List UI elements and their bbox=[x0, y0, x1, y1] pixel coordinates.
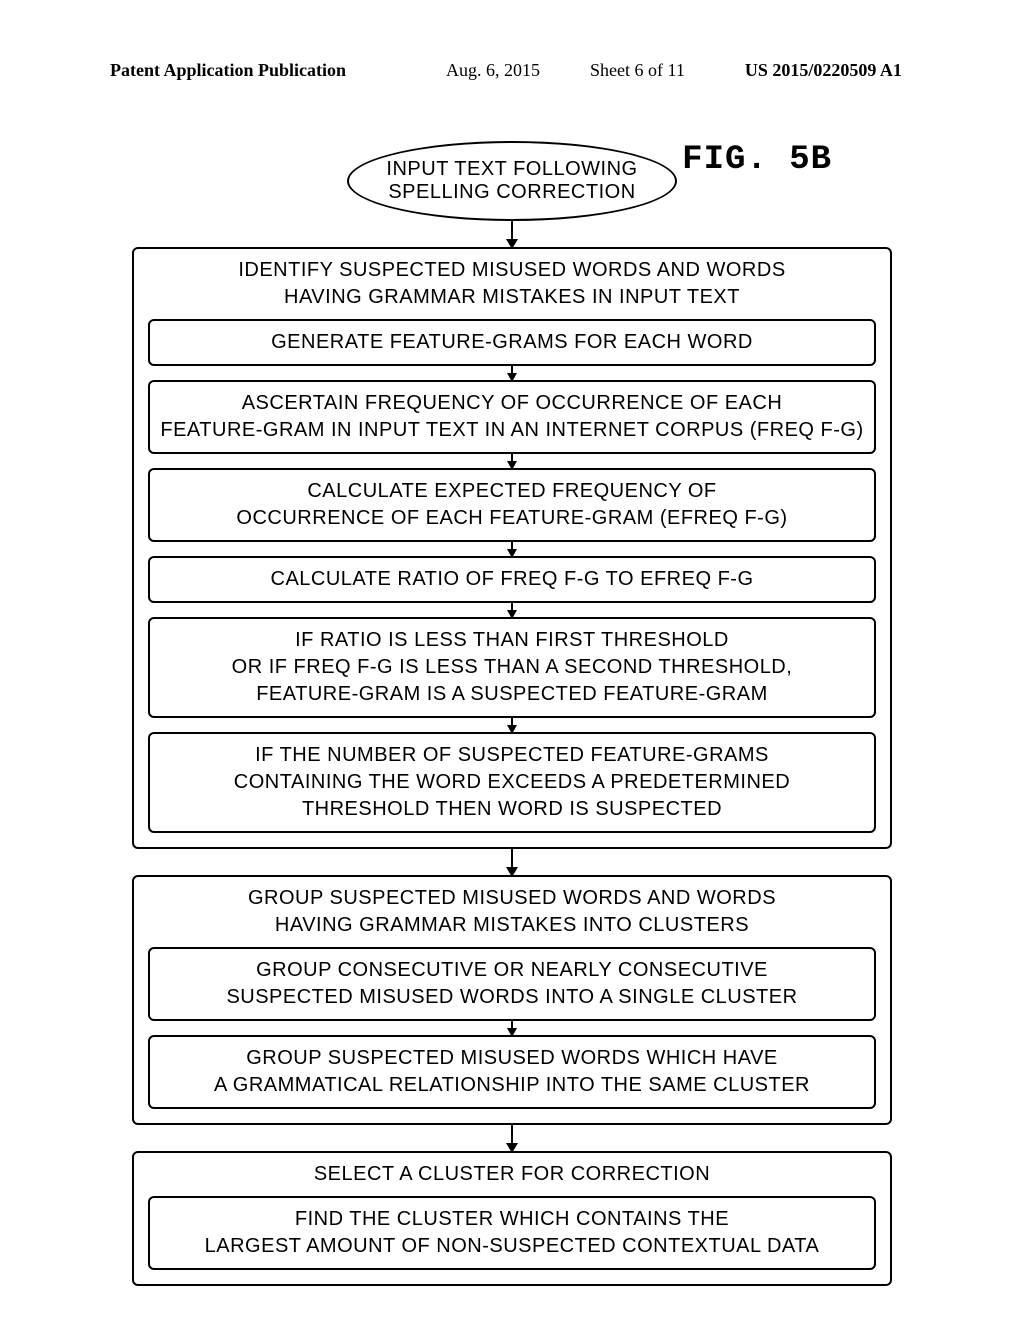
group-step1-l2: SUSPECTED MISUSED WORDS INTO A SINGLE CL… bbox=[160, 984, 864, 1011]
group-title-l2: HAVING GRAMMAR MISTAKES INTO CLUSTERS bbox=[248, 912, 776, 939]
arrow-icon bbox=[511, 718, 513, 732]
identify-step3-l2: OCCURRENCE OF EACH FEATURE-GRAM (EFREQ F… bbox=[160, 505, 864, 532]
group-step2: GROUP SUSPECTED MISUSED WORDS WHICH HAVE… bbox=[148, 1035, 876, 1109]
identify-step6-l1: IF THE NUMBER OF SUSPECTED FEATURE-GRAMS bbox=[160, 742, 864, 769]
select-step1-l1: FIND THE CLUSTER WHICH CONTAINS THE bbox=[160, 1206, 864, 1233]
identify-step3: CALCULATE EXPECTED FREQUENCY OF OCCURREN… bbox=[148, 468, 876, 542]
group-title-l1: GROUP SUSPECTED MISUSED WORDS AND WORDS bbox=[248, 885, 776, 912]
arrow-icon bbox=[511, 849, 513, 875]
identify-title-l2: HAVING GRAMMAR MISTAKES IN INPUT TEXT bbox=[238, 284, 785, 311]
group-block: GROUP SUSPECTED MISUSED WORDS AND WORDS … bbox=[132, 875, 892, 1125]
header-sheet: Sheet 6 of 11 bbox=[590, 60, 685, 81]
identify-title-l1: IDENTIFY SUSPECTED MISUSED WORDS AND WOR… bbox=[238, 257, 785, 284]
header-publication: Patent Application Publication bbox=[110, 60, 346, 81]
identify-step2-l2: FEATURE-GRAM IN INPUT TEXT IN AN INTERNE… bbox=[160, 417, 864, 444]
group-step2-l1: GROUP SUSPECTED MISUSED WORDS WHICH HAVE bbox=[160, 1045, 864, 1072]
select-step1-l2: LARGEST AMOUNT OF NON-SUSPECTED CONTEXTU… bbox=[160, 1233, 864, 1260]
arrow-icon bbox=[511, 1021, 513, 1035]
start-line1: INPUT TEXT FOLLOWING bbox=[386, 158, 637, 181]
identify-step2-l1: ASCERTAIN FREQUENCY OF OCCURRENCE OF EAC… bbox=[160, 390, 864, 417]
arrow-icon bbox=[511, 603, 513, 617]
group-title: GROUP SUSPECTED MISUSED WORDS AND WORDS … bbox=[248, 885, 776, 939]
identify-step4: CALCULATE RATIO OF FREQ F-G TO EFREQ F-G bbox=[148, 556, 876, 603]
select-block: SELECT A CLUSTER FOR CORRECTION FIND THE… bbox=[132, 1151, 892, 1286]
identify-step5: IF RATIO IS LESS THAN FIRST THRESHOLD OR… bbox=[148, 617, 876, 718]
identify-step6-l3: THRESHOLD THEN WORD IS SUSPECTED bbox=[160, 796, 864, 823]
group-step2-l2: A GRAMMATICAL RELATIONSHIP INTO THE SAME… bbox=[160, 1072, 864, 1099]
identify-step1: GENERATE FEATURE-GRAMS FOR EACH WORD bbox=[148, 319, 876, 366]
arrow-icon bbox=[511, 1125, 513, 1151]
identify-step6-l2: CONTAINING THE WORD EXCEEDS A PREDETERMI… bbox=[160, 769, 864, 796]
figure-area: FIG. 5B INPUT TEXT FOLLOWING SPELLING CO… bbox=[132, 141, 892, 1286]
arrow-icon bbox=[511, 221, 513, 247]
identify-step5-l1: IF RATIO IS LESS THAN FIRST THRESHOLD bbox=[160, 627, 864, 654]
arrow-icon bbox=[511, 454, 513, 468]
start-line2: SPELLING CORRECTION bbox=[388, 181, 635, 204]
identify-step2: ASCERTAIN FREQUENCY OF OCCURRENCE OF EAC… bbox=[148, 380, 876, 454]
identify-block: IDENTIFY SUSPECTED MISUSED WORDS AND WOR… bbox=[132, 247, 892, 849]
header-date: Aug. 6, 2015 bbox=[446, 60, 540, 81]
identify-step3-l1: CALCULATE EXPECTED FREQUENCY OF bbox=[160, 478, 864, 505]
identify-step5-l2: OR IF FREQ F-G IS LESS THAN A SECOND THR… bbox=[160, 654, 864, 681]
select-step1: FIND THE CLUSTER WHICH CONTAINS THE LARG… bbox=[148, 1196, 876, 1270]
figure-label: FIG. 5B bbox=[682, 141, 832, 179]
start-node: INPUT TEXT FOLLOWING SPELLING CORRECTION bbox=[347, 141, 677, 221]
group-step1-l1: GROUP CONSECUTIVE OR NEARLY CONSECUTIVE bbox=[160, 957, 864, 984]
identify-step6: IF THE NUMBER OF SUSPECTED FEATURE-GRAMS… bbox=[148, 732, 876, 833]
select-title: SELECT A CLUSTER FOR CORRECTION bbox=[314, 1161, 710, 1188]
group-step1: GROUP CONSECUTIVE OR NEARLY CONSECUTIVE … bbox=[148, 947, 876, 1021]
identify-step5-l3: FEATURE-GRAM IS A SUSPECTED FEATURE-GRAM bbox=[160, 681, 864, 708]
header-number: US 2015/0220509 A1 bbox=[745, 60, 902, 81]
arrow-icon bbox=[511, 366, 513, 380]
identify-title: IDENTIFY SUSPECTED MISUSED WORDS AND WOR… bbox=[238, 257, 785, 311]
arrow-icon bbox=[511, 542, 513, 556]
page-header: Patent Application Publication Aug. 6, 2… bbox=[80, 60, 944, 81]
